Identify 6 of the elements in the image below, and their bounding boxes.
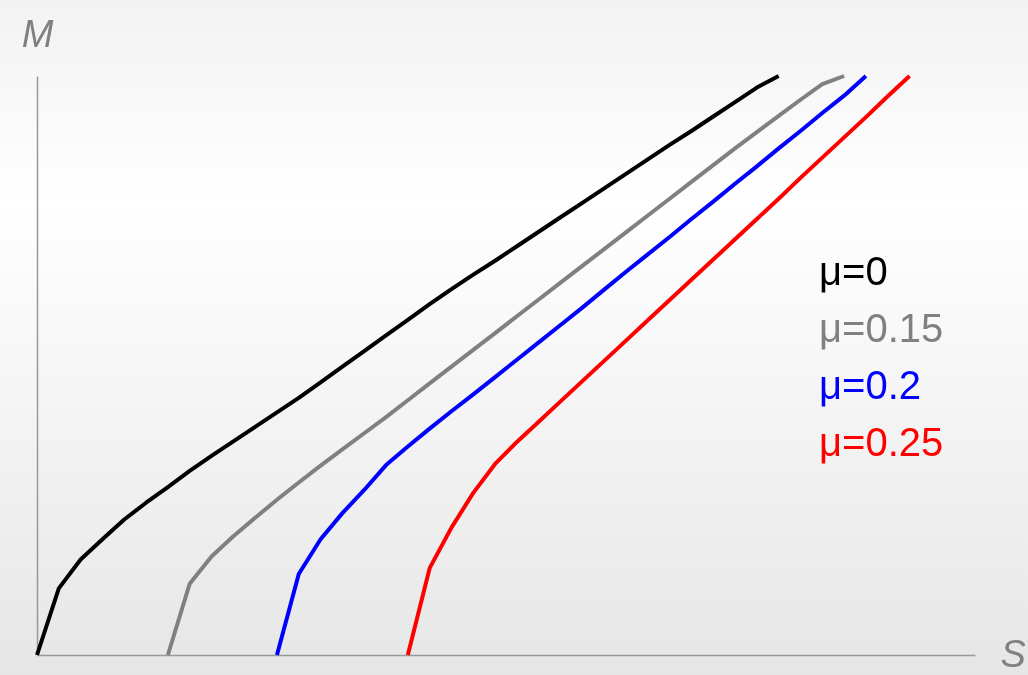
y-axis-title: M: [21, 12, 54, 55]
text: μ=0.15: [819, 306, 944, 350]
text: μ=0.2: [819, 363, 922, 407]
text: μ=0: [819, 249, 888, 293]
text: μ=0.25: [819, 420, 944, 464]
x-axis-title: S: [1000, 632, 1026, 675]
